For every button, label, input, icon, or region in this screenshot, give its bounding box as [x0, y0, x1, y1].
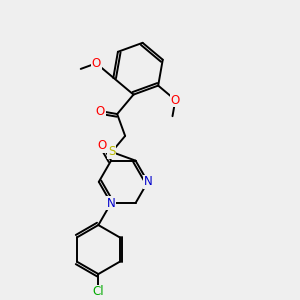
Text: O: O [92, 57, 101, 70]
Text: O: O [95, 104, 105, 118]
Text: N: N [107, 196, 116, 210]
Text: S: S [108, 146, 116, 158]
Text: O: O [98, 139, 107, 152]
Text: Cl: Cl [93, 286, 104, 298]
Text: O: O [171, 94, 180, 106]
Text: N: N [143, 176, 152, 188]
